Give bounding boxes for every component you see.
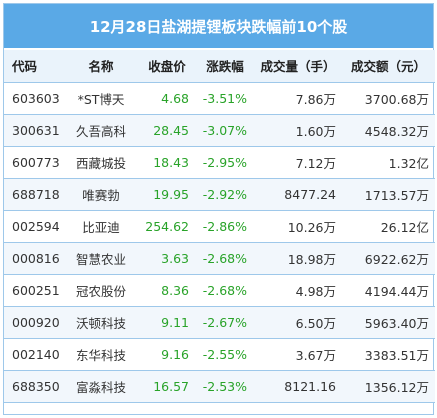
cell-name: 冠农股份 (64, 274, 138, 307)
cell-amount: 26.12亿 (342, 210, 435, 243)
cell-change: -3.51% (196, 82, 254, 115)
header-change: 涨跌幅 (196, 50, 254, 83)
cell-amount: 4194.44万 (342, 274, 435, 307)
table-row: 002594 比亚迪 254.62 -2.86% 10.26万 26.12亿 (4, 210, 435, 243)
cell-name: 沃顿科技 (64, 306, 138, 339)
cell-amount: 1.32亿 (342, 146, 435, 179)
cell-amount: 6922.62万 (342, 242, 435, 275)
cell-amount: 1356.12万 (342, 370, 435, 403)
cell-price: 8.36 (138, 274, 196, 307)
cell-volume: 10.26万 (254, 210, 342, 243)
table-row: 000920 沃顿科技 9.11 -2.67% 6.50万 5963.40万 (4, 306, 435, 339)
cell-volume: 8477.24 (254, 178, 342, 211)
cell-name: 西藏城投 (64, 146, 138, 179)
table-row: 000816 智慧农业 3.63 -2.68% 18.98万 6922.62万 (4, 242, 435, 275)
cell-code: 002594 (4, 210, 64, 243)
cell-code: 000816 (4, 242, 64, 275)
cell-code: 688718 (4, 178, 64, 211)
cell-name: 东华科技 (64, 338, 138, 371)
header-code: 代码 (4, 50, 64, 83)
cell-price: 18.43 (138, 146, 196, 179)
cell-volume: 3.67万 (254, 338, 342, 371)
table-row: 600773 西藏城投 18.43 -2.95% 7.12万 1.32亿 (4, 146, 435, 179)
cell-volume: 1.60万 (254, 114, 342, 147)
cell-name: *ST博天 (64, 82, 138, 115)
header-amount: 成交额（元） (342, 50, 435, 83)
cell-change: -2.92% (196, 178, 254, 211)
decline-table: 代码 名称 收盘价 涨跌幅 成交量（手） 成交额（元） 603603 *ST博天… (4, 50, 435, 403)
cell-volume: 7.12万 (254, 146, 342, 179)
cell-change: -2.68% (196, 242, 254, 275)
table-row: 300631 久吾高科 28.45 -3.07% 1.60万 4548.32万 (4, 114, 435, 147)
cell-price: 19.95 (138, 178, 196, 211)
cell-price: 4.68 (138, 82, 196, 115)
header-row: 代码 名称 收盘价 涨跌幅 成交量（手） 成交额（元） (4, 50, 435, 83)
cell-change: -2.68% (196, 274, 254, 307)
cell-amount: 1713.57万 (342, 178, 435, 211)
cell-name: 智慧农业 (64, 242, 138, 275)
cell-volume: 8121.16 (254, 370, 342, 403)
cell-change: -2.53% (196, 370, 254, 403)
cell-price: 28.45 (138, 114, 196, 147)
cell-price: 9.11 (138, 306, 196, 339)
cell-change: -2.95% (196, 146, 254, 179)
cell-price: 16.57 (138, 370, 196, 403)
table-row: 603603 *ST博天 4.68 -3.51% 7.86万 3700.68万 (4, 82, 435, 115)
header-name: 名称 (64, 50, 138, 83)
cell-change: -2.86% (196, 210, 254, 243)
cell-code: 600251 (4, 274, 64, 307)
header-price: 收盘价 (138, 50, 196, 83)
table-row: 688350 富淼科技 16.57 -2.53% 8121.16 1356.12… (4, 370, 435, 403)
cell-volume: 18.98万 (254, 242, 342, 275)
cell-code: 002140 (4, 338, 64, 371)
table-row: 600251 冠农股份 8.36 -2.68% 4.98万 4194.44万 (4, 274, 435, 307)
cell-name: 富淼科技 (64, 370, 138, 403)
cell-code: 603603 (4, 82, 64, 115)
table-row: 688718 唯赛勃 19.95 -2.92% 8477.24 1713.57万 (4, 178, 435, 211)
table-title: 12月28日盐湖提锂板块跌幅前10个股 (4, 4, 433, 48)
cell-code: 600773 (4, 146, 64, 179)
cell-amount: 3383.51万 (342, 338, 435, 371)
cell-amount: 3700.68万 (342, 82, 435, 115)
cell-change: -3.07% (196, 114, 254, 147)
cell-name: 久吾高科 (64, 114, 138, 147)
cell-price: 9.16 (138, 338, 196, 371)
cell-change: -2.67% (196, 306, 254, 339)
cell-volume: 6.50万 (254, 306, 342, 339)
stock-table-card: 12月28日盐湖提锂板块跌幅前10个股 代码 名称 收盘价 涨跌幅 成交量（手）… (3, 3, 435, 415)
cell-code: 688350 (4, 370, 64, 403)
cell-volume: 4.98万 (254, 274, 342, 307)
cell-volume: 7.86万 (254, 82, 342, 115)
cell-amount: 4548.32万 (342, 114, 435, 147)
cell-amount: 5963.40万 (342, 306, 435, 339)
table-row: 002140 东华科技 9.16 -2.55% 3.67万 3383.51万 (4, 338, 435, 371)
cell-price: 3.63 (138, 242, 196, 275)
cell-name: 比亚迪 (64, 210, 138, 243)
cell-change: -2.55% (196, 338, 254, 371)
header-volume: 成交量（手） (254, 50, 342, 83)
cell-code: 000920 (4, 306, 64, 339)
cell-code: 300631 (4, 114, 64, 147)
cell-name: 唯赛勃 (64, 178, 138, 211)
cell-price: 254.62 (138, 210, 196, 243)
